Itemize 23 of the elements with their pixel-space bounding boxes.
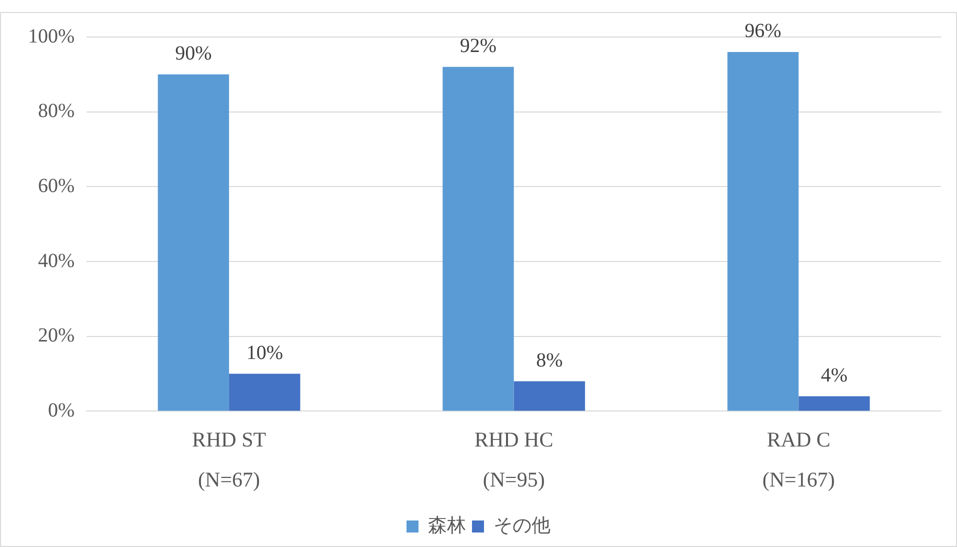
- bar: [727, 52, 799, 411]
- bar: [798, 396, 870, 411]
- data-label: 8%: [536, 350, 563, 372]
- y-tick-label: 40%: [38, 250, 75, 272]
- y-tick-label: 80%: [38, 100, 75, 122]
- bar: [158, 74, 230, 411]
- legend-label: 森林: [428, 515, 466, 536]
- data-label: 90%: [175, 42, 212, 65]
- y-tick-label: 60%: [38, 174, 75, 197]
- bar: [442, 66, 514, 411]
- data-label: 96%: [744, 20, 782, 42]
- bar: [514, 381, 586, 411]
- data-label: 92%: [460, 35, 497, 58]
- data-label: 4%: [820, 364, 848, 386]
- data-label: 10%: [246, 342, 283, 364]
- legend-label: その他: [494, 515, 550, 536]
- x-tick-label: RHD HC (N=95): [474, 428, 554, 492]
- y-tick-label: 100%: [28, 25, 75, 48]
- y-tick-label: 20%: [38, 324, 75, 347]
- x-tick-label: RHD ST (N=67): [192, 428, 266, 492]
- y-tick-label: 0%: [48, 399, 75, 422]
- bar: [229, 374, 300, 411]
- x-tick-label: RAD C (N=167): [762, 428, 835, 492]
